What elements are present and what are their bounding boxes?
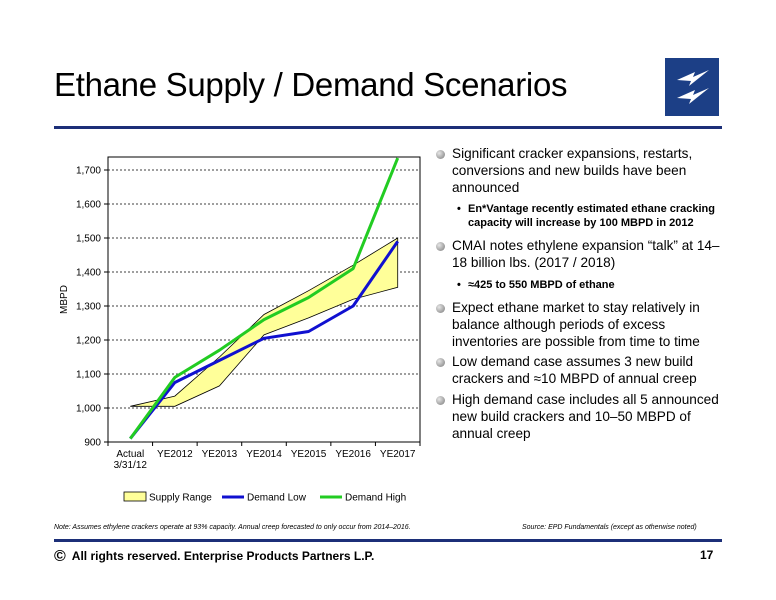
- sub-bullet-dot-icon: •: [457, 203, 461, 216]
- y-tick-label: 1,200: [76, 336, 101, 347]
- footer-copyright: © All rights reserved. Enterprise Product…: [54, 548, 374, 566]
- copyright-text: All rights reserved. Enterprise Products…: [71, 549, 375, 563]
- bullet-text: CMAI notes ethylene expansion “talk” at …: [452, 238, 720, 271]
- bullet-item: Significant cracker expansions, restarts…: [436, 146, 726, 196]
- page-title: Ethane Supply / Demand Scenarios: [54, 66, 568, 103]
- bullet-text: High demand case includes all 5 announce…: [452, 391, 719, 441]
- bullet-dot-icon: [436, 150, 445, 159]
- x-tick-label: YE2015: [291, 449, 327, 460]
- bullet-text: Expect ethane market to stay relatively …: [452, 299, 700, 349]
- y-tick-label: 900: [84, 438, 101, 449]
- y-tick-label: 1,400: [76, 268, 101, 279]
- demand-low-line: [129, 240, 399, 440]
- chart-source: Source: EPD Fundamentals (except as othe…: [522, 524, 697, 531]
- y-tick-label: 1,700: [76, 166, 101, 177]
- bullet-dot-icon: [436, 242, 445, 252]
- y-tick-label: 1,000: [76, 404, 101, 415]
- y-tick-label: 1,300: [76, 302, 101, 313]
- bullet-dot-icon: [436, 395, 445, 405]
- bullet-dot-icon: [436, 303, 445, 313]
- x-tick-label: YE2014: [246, 449, 282, 460]
- x-tick-label: Actual: [116, 449, 144, 460]
- y-tick-label: 1,500: [76, 234, 101, 245]
- footer-divider: [54, 539, 722, 542]
- bullet-item: Expect ethane market to stay relatively …: [436, 300, 726, 350]
- bullet-item: CMAI notes ethylene expansion “talk” at …: [436, 238, 726, 272]
- bullet-text: Low demand case assumes 3 new build crac…: [452, 354, 697, 387]
- legend-label-supply-range: Supply Range: [149, 493, 212, 504]
- sub-bullet-text: En*Vantage recently estimated ethane cra…: [468, 203, 715, 230]
- sub-bullet-text: ≈425 to 550 MBPD of ethane: [468, 278, 615, 291]
- bullet-item: High demand case includes all 5 announce…: [436, 392, 726, 442]
- x-tick-label: YE2016: [335, 449, 371, 460]
- demand-high-line: [129, 157, 400, 440]
- supply-range-band: [130, 237, 399, 407]
- y-tick-label: 1,100: [76, 370, 101, 381]
- y-axis-label: MBPD: [59, 285, 70, 314]
- sub-bullet-item: • En*Vantage recently estimated ethane cr…: [436, 202, 726, 230]
- chart-note: Note: Assumes ethylene crackers operate …: [54, 524, 411, 531]
- x-tick-label: YE2012: [157, 449, 193, 460]
- legend-label-demand-low: Demand Low: [247, 493, 307, 504]
- legend-label-demand-high: Demand High: [345, 493, 406, 504]
- y-tick-label: 1,600: [76, 200, 101, 211]
- enterprise-logo-icon: [665, 58, 719, 116]
- sub-bullet-dot-icon: •: [457, 278, 461, 291]
- bullet-dot-icon: [436, 358, 445, 368]
- copyright-symbol: ©: [54, 548, 66, 565]
- page-number: 17: [700, 548, 714, 562]
- sub-bullet-item: • ≈425 to 550 MBPD of ethane: [436, 278, 726, 292]
- bullet-list: Significant cracker expansions, restarts…: [436, 146, 726, 446]
- bullet-text: Significant cracker expansions, restarts…: [452, 146, 693, 195]
- x-tick-label: YE2017: [380, 449, 416, 460]
- plot-area: [107, 156, 421, 443]
- header-divider: [54, 126, 722, 129]
- legend-swatch-supply-range: [123, 491, 147, 502]
- x-tick-label: YE2013: [202, 449, 238, 460]
- x-tick-label: 3/31/12: [114, 460, 148, 471]
- bullet-item: Low demand case assumes 3 new build crac…: [436, 354, 726, 388]
